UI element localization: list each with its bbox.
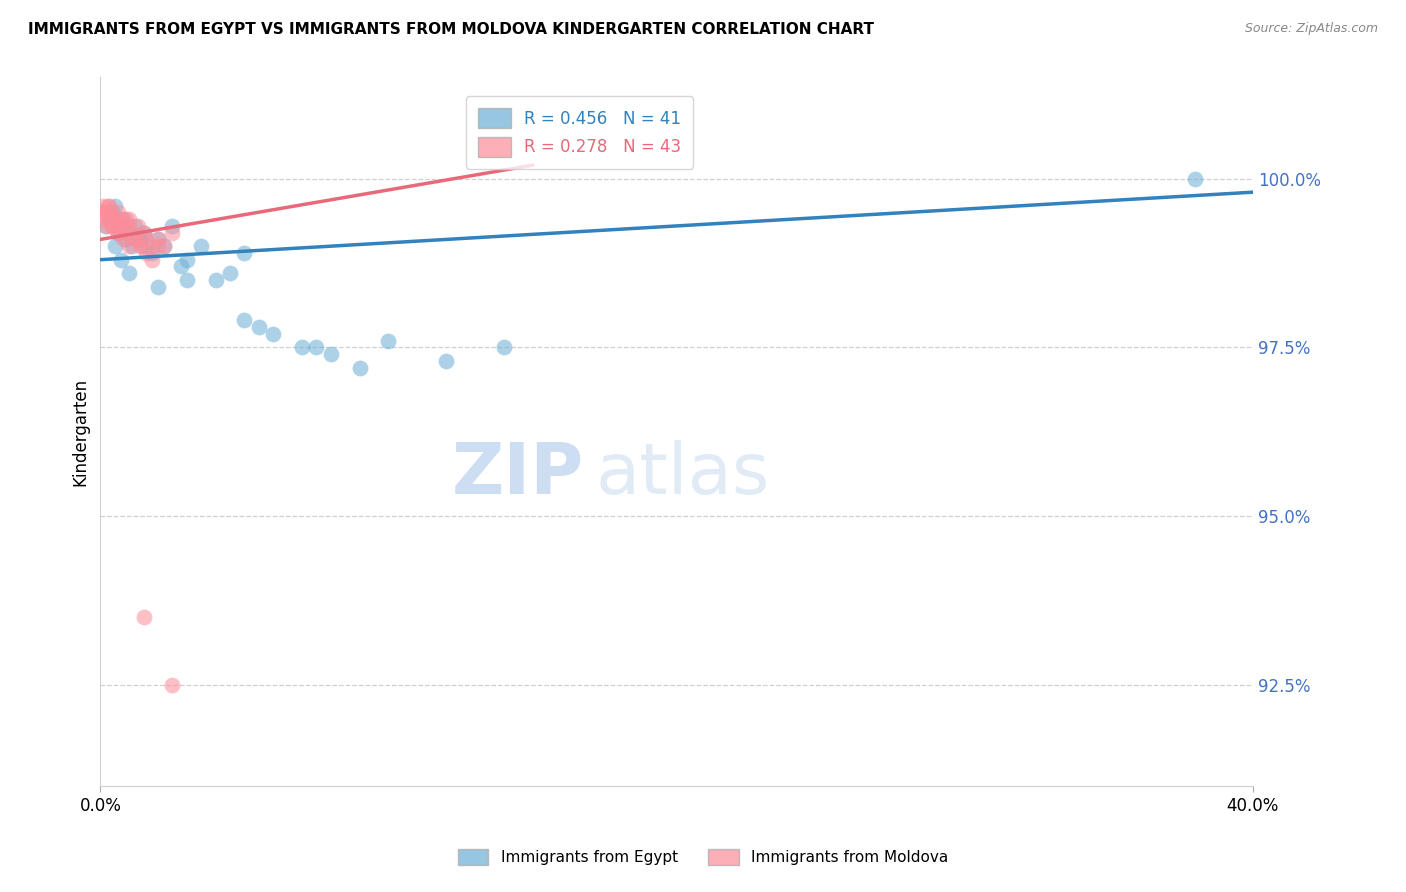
Point xyxy=(107,226,129,240)
Point xyxy=(129,239,152,253)
Point xyxy=(96,199,118,213)
Point xyxy=(141,239,163,253)
Point xyxy=(1184,171,1206,186)
Point xyxy=(107,219,129,233)
Point xyxy=(112,226,135,240)
Point xyxy=(377,334,399,348)
Point xyxy=(247,320,270,334)
Point xyxy=(93,205,115,219)
Point xyxy=(146,232,169,246)
Point xyxy=(101,219,124,233)
Point xyxy=(204,273,226,287)
Point xyxy=(110,219,132,233)
Point xyxy=(219,266,242,280)
Point xyxy=(107,226,129,240)
Point xyxy=(492,340,515,354)
Point xyxy=(162,219,184,233)
Point xyxy=(141,252,163,267)
Point xyxy=(190,239,212,253)
Point xyxy=(110,252,132,267)
Point xyxy=(110,212,132,227)
Point xyxy=(101,205,124,219)
Point xyxy=(135,239,157,253)
Point xyxy=(291,340,314,354)
Point xyxy=(101,219,124,233)
Point xyxy=(91,212,114,227)
Point xyxy=(132,610,155,624)
Point xyxy=(135,232,157,246)
Point xyxy=(100,205,122,219)
Point xyxy=(104,212,127,227)
Point xyxy=(121,239,143,253)
Point xyxy=(124,232,146,246)
Point xyxy=(152,239,174,253)
Point xyxy=(118,212,141,227)
Legend: R = 0.456   N = 41, R = 0.278   N = 43: R = 0.456 N = 41, R = 0.278 N = 43 xyxy=(465,96,693,169)
Point xyxy=(124,232,146,246)
Text: Source: ZipAtlas.com: Source: ZipAtlas.com xyxy=(1244,22,1378,36)
Point xyxy=(118,226,141,240)
Point xyxy=(98,212,121,227)
Point xyxy=(118,266,141,280)
Point xyxy=(94,205,117,219)
Point xyxy=(127,232,149,246)
Text: atlas: atlas xyxy=(596,440,770,508)
Point xyxy=(129,232,152,246)
Point xyxy=(124,219,146,233)
Point xyxy=(104,199,127,213)
Point xyxy=(115,232,138,246)
Point xyxy=(112,219,135,233)
Point xyxy=(146,232,169,246)
Legend: Immigrants from Egypt, Immigrants from Moldova: Immigrants from Egypt, Immigrants from M… xyxy=(451,843,955,871)
Point xyxy=(233,313,256,327)
Point xyxy=(176,252,198,267)
Point xyxy=(91,199,114,213)
Point xyxy=(104,239,127,253)
Point xyxy=(112,232,135,246)
Point xyxy=(118,219,141,233)
Point xyxy=(127,219,149,233)
Point xyxy=(107,205,129,219)
Point xyxy=(94,219,117,233)
Point xyxy=(104,219,127,233)
Y-axis label: Kindergarten: Kindergarten xyxy=(72,377,89,486)
Point xyxy=(121,226,143,240)
Point xyxy=(115,212,138,227)
Point xyxy=(135,246,157,260)
Point xyxy=(262,326,284,341)
Point xyxy=(101,212,124,227)
Point xyxy=(162,226,184,240)
Point xyxy=(132,226,155,240)
Point xyxy=(319,347,342,361)
Point xyxy=(170,260,193,274)
Point xyxy=(146,279,169,293)
Point xyxy=(434,354,457,368)
Point xyxy=(90,205,112,219)
Point xyxy=(152,239,174,253)
Point xyxy=(141,246,163,260)
Point xyxy=(98,212,121,227)
Text: ZIP: ZIP xyxy=(453,440,585,508)
Point xyxy=(146,239,169,253)
Point xyxy=(176,273,198,287)
Text: IMMIGRANTS FROM EGYPT VS IMMIGRANTS FROM MOLDOVA KINDERGARTEN CORRELATION CHART: IMMIGRANTS FROM EGYPT VS IMMIGRANTS FROM… xyxy=(28,22,875,37)
Point xyxy=(118,239,141,253)
Point xyxy=(129,239,152,253)
Point xyxy=(94,219,117,233)
Point xyxy=(162,678,184,692)
Point xyxy=(112,212,135,227)
Point xyxy=(305,340,328,354)
Point xyxy=(233,246,256,260)
Point xyxy=(98,199,121,213)
Point xyxy=(349,360,371,375)
Point xyxy=(132,226,155,240)
